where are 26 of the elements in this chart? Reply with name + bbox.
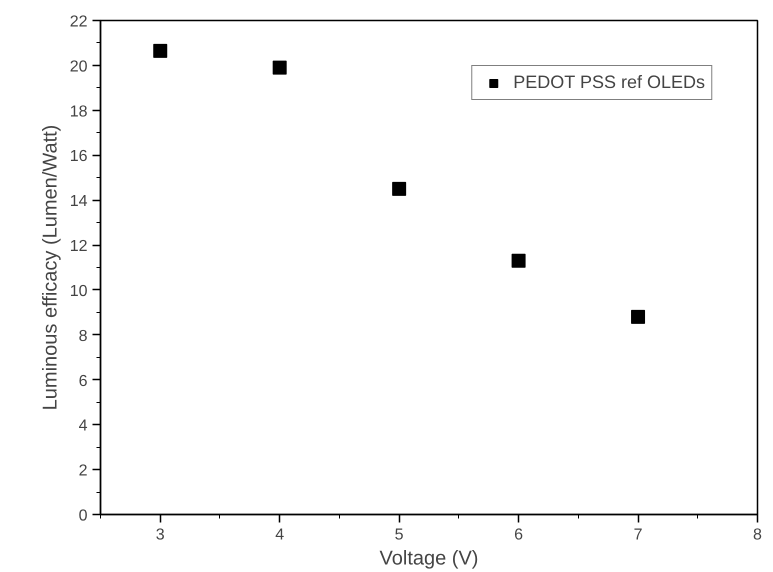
y-tick-label: 0 (78, 508, 88, 524)
x-tick-label: 5 (394, 526, 404, 544)
y-tick-label: 22 (70, 14, 88, 30)
y-tick-label: 10 (70, 282, 88, 300)
y-tick-label: 18 (70, 103, 88, 120)
point (392, 182, 406, 196)
y-tick-label: 14 (70, 193, 88, 210)
point (631, 310, 646, 324)
x-tick-label: 6 (514, 526, 524, 544)
x-axis-title: Voltage (V) (380, 548, 478, 570)
y-tick-label: 6 (78, 372, 88, 390)
point (272, 60, 287, 75)
point (153, 44, 168, 58)
x-tick-label: 4 (275, 526, 284, 544)
y-tick-label: 4 (78, 418, 88, 435)
y-tick-label: 16 (70, 148, 88, 166)
y-axis-title: Luminous efficacy (Lumen/Watt) (40, 124, 62, 410)
x-tick-label: 7 (634, 526, 643, 544)
y-tick-label: 8 (78, 328, 88, 345)
x-tick-label: 8 (753, 526, 762, 544)
legend-label: PEDOT PSS ref OLEDs (513, 72, 705, 93)
y-tick-label: 20 (70, 58, 88, 76)
x-tick-label: 3 (156, 526, 165, 544)
y-tick-label: 12 (70, 238, 88, 256)
y-tick-label: 2 (78, 462, 88, 480)
point (512, 254, 526, 268)
